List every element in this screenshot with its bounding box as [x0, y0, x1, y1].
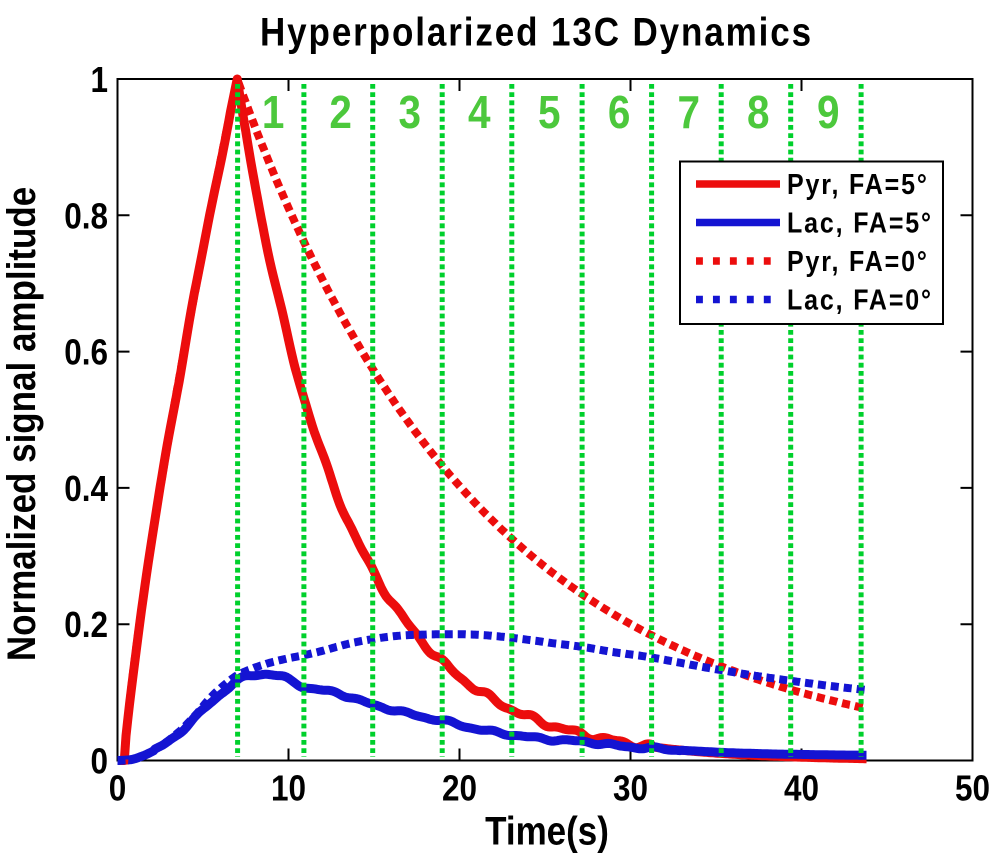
svg-text:9: 9 — [817, 88, 840, 139]
svg-text:5: 5 — [538, 88, 561, 139]
svg-text:0.4: 0.4 — [64, 469, 108, 509]
svg-text:10: 10 — [271, 769, 306, 809]
svg-text:30: 30 — [613, 769, 648, 809]
svg-text:Time(s): Time(s) — [485, 808, 609, 853]
svg-text:Lac, FA=0°: Lac, FA=0° — [787, 284, 933, 316]
svg-text:4: 4 — [468, 88, 491, 139]
svg-text:0: 0 — [109, 769, 127, 809]
svg-text:8: 8 — [747, 88, 770, 139]
svg-text:0: 0 — [90, 742, 108, 782]
svg-text:7: 7 — [677, 88, 700, 139]
svg-text:3: 3 — [399, 88, 422, 139]
svg-text:1: 1 — [262, 88, 285, 139]
svg-text:Normalized signal amplitude: Normalized signal amplitude — [0, 187, 44, 661]
svg-text:0.6: 0.6 — [64, 333, 108, 373]
svg-text:20: 20 — [442, 769, 477, 809]
svg-text:Pyr, FA=5°: Pyr, FA=5° — [787, 169, 929, 201]
svg-text:40: 40 — [784, 769, 819, 809]
svg-text:6: 6 — [608, 88, 631, 139]
svg-text:Lac, FA=5°: Lac, FA=5° — [787, 207, 933, 239]
svg-text:Hyperpolarized 13C Dynamics: Hyperpolarized 13C Dynamics — [260, 9, 813, 54]
svg-text:1: 1 — [90, 60, 108, 100]
svg-text:50: 50 — [955, 769, 990, 809]
svg-text:0.8: 0.8 — [64, 196, 108, 236]
svg-text:2: 2 — [329, 88, 352, 139]
svg-text:Pyr, FA=0°: Pyr, FA=0° — [787, 246, 929, 278]
svg-text:0.2: 0.2 — [64, 605, 108, 645]
